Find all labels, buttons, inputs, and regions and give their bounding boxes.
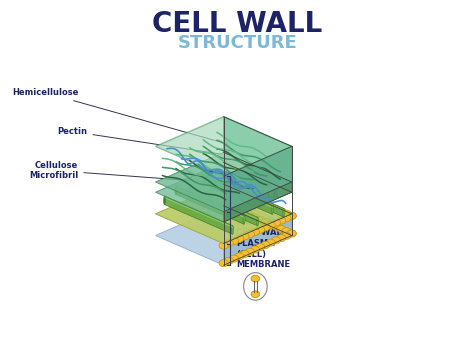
Text: Cellulose
Microfibril: Cellulose Microfibril [29,161,219,183]
Circle shape [224,257,233,264]
Polygon shape [155,163,292,222]
Text: PLASMA
(CELL)
MEMBRANE: PLASMA (CELL) MEMBRANE [236,240,290,269]
Circle shape [266,203,275,210]
Text: STRUCTURE: STRUCTURE [177,34,297,52]
Circle shape [219,183,228,190]
Polygon shape [155,184,292,244]
Text: CELL WALL: CELL WALL [152,10,322,38]
Text: Pectin: Pectin [57,127,226,155]
Polygon shape [224,146,292,212]
Circle shape [256,244,265,251]
Circle shape [277,217,286,224]
Circle shape [277,225,286,233]
Polygon shape [155,152,292,212]
Circle shape [272,237,281,244]
Circle shape [256,216,265,223]
Circle shape [240,209,249,217]
Circle shape [261,241,270,248]
Polygon shape [176,186,244,224]
Polygon shape [271,206,273,214]
Polygon shape [243,215,245,224]
Circle shape [219,242,228,249]
Circle shape [245,248,255,255]
Text: Hemicellulose: Hemicellulose [12,88,228,144]
Circle shape [272,219,281,226]
Circle shape [282,215,291,222]
Polygon shape [283,208,285,217]
Polygon shape [231,225,234,234]
Text: PRIMARY
CELL WALL: PRIMARY CELL WALL [236,218,287,237]
Circle shape [282,228,291,235]
Polygon shape [224,117,292,182]
Circle shape [251,291,260,297]
Circle shape [229,187,238,194]
Circle shape [250,228,260,235]
Circle shape [261,218,270,225]
Polygon shape [175,186,177,195]
Circle shape [261,201,270,208]
Polygon shape [164,196,166,204]
Circle shape [245,231,255,238]
Circle shape [224,202,233,209]
Circle shape [235,253,244,260]
Circle shape [287,230,296,237]
Polygon shape [204,176,273,214]
Polygon shape [155,206,292,265]
Circle shape [287,212,296,219]
Circle shape [240,192,249,199]
Circle shape [266,222,275,229]
Circle shape [256,226,265,233]
Polygon shape [203,176,205,185]
Circle shape [245,194,255,201]
Polygon shape [256,217,259,226]
Circle shape [224,240,233,247]
Circle shape [282,210,291,217]
Circle shape [266,221,275,228]
Circle shape [219,200,228,207]
Circle shape [245,212,255,219]
Circle shape [277,208,286,215]
Circle shape [240,251,249,258]
Circle shape [240,233,249,240]
Circle shape [256,199,265,206]
Polygon shape [224,182,292,222]
Polygon shape [155,117,292,176]
Circle shape [229,237,238,245]
Circle shape [229,205,238,212]
Circle shape [282,232,291,239]
Circle shape [277,235,286,241]
Circle shape [266,239,275,246]
Polygon shape [188,187,191,196]
Text: MIDDLE
LAMELLA: MIDDLE LAMELLA [236,181,279,200]
Circle shape [219,260,228,267]
Circle shape [235,190,244,197]
Polygon shape [216,179,284,217]
Polygon shape [224,214,292,265]
Polygon shape [164,196,233,234]
Circle shape [261,224,270,231]
Circle shape [250,214,260,221]
Circle shape [235,207,244,214]
Circle shape [287,230,296,237]
Circle shape [229,255,238,262]
Circle shape [224,185,233,192]
Circle shape [250,246,260,253]
Circle shape [235,235,244,242]
Polygon shape [224,184,292,235]
Circle shape [251,275,260,282]
Circle shape [287,212,296,219]
Polygon shape [215,179,217,187]
Polygon shape [155,184,292,244]
Circle shape [250,196,260,203]
Circle shape [272,206,281,213]
Polygon shape [190,187,258,226]
Circle shape [272,223,281,230]
Polygon shape [224,152,292,192]
